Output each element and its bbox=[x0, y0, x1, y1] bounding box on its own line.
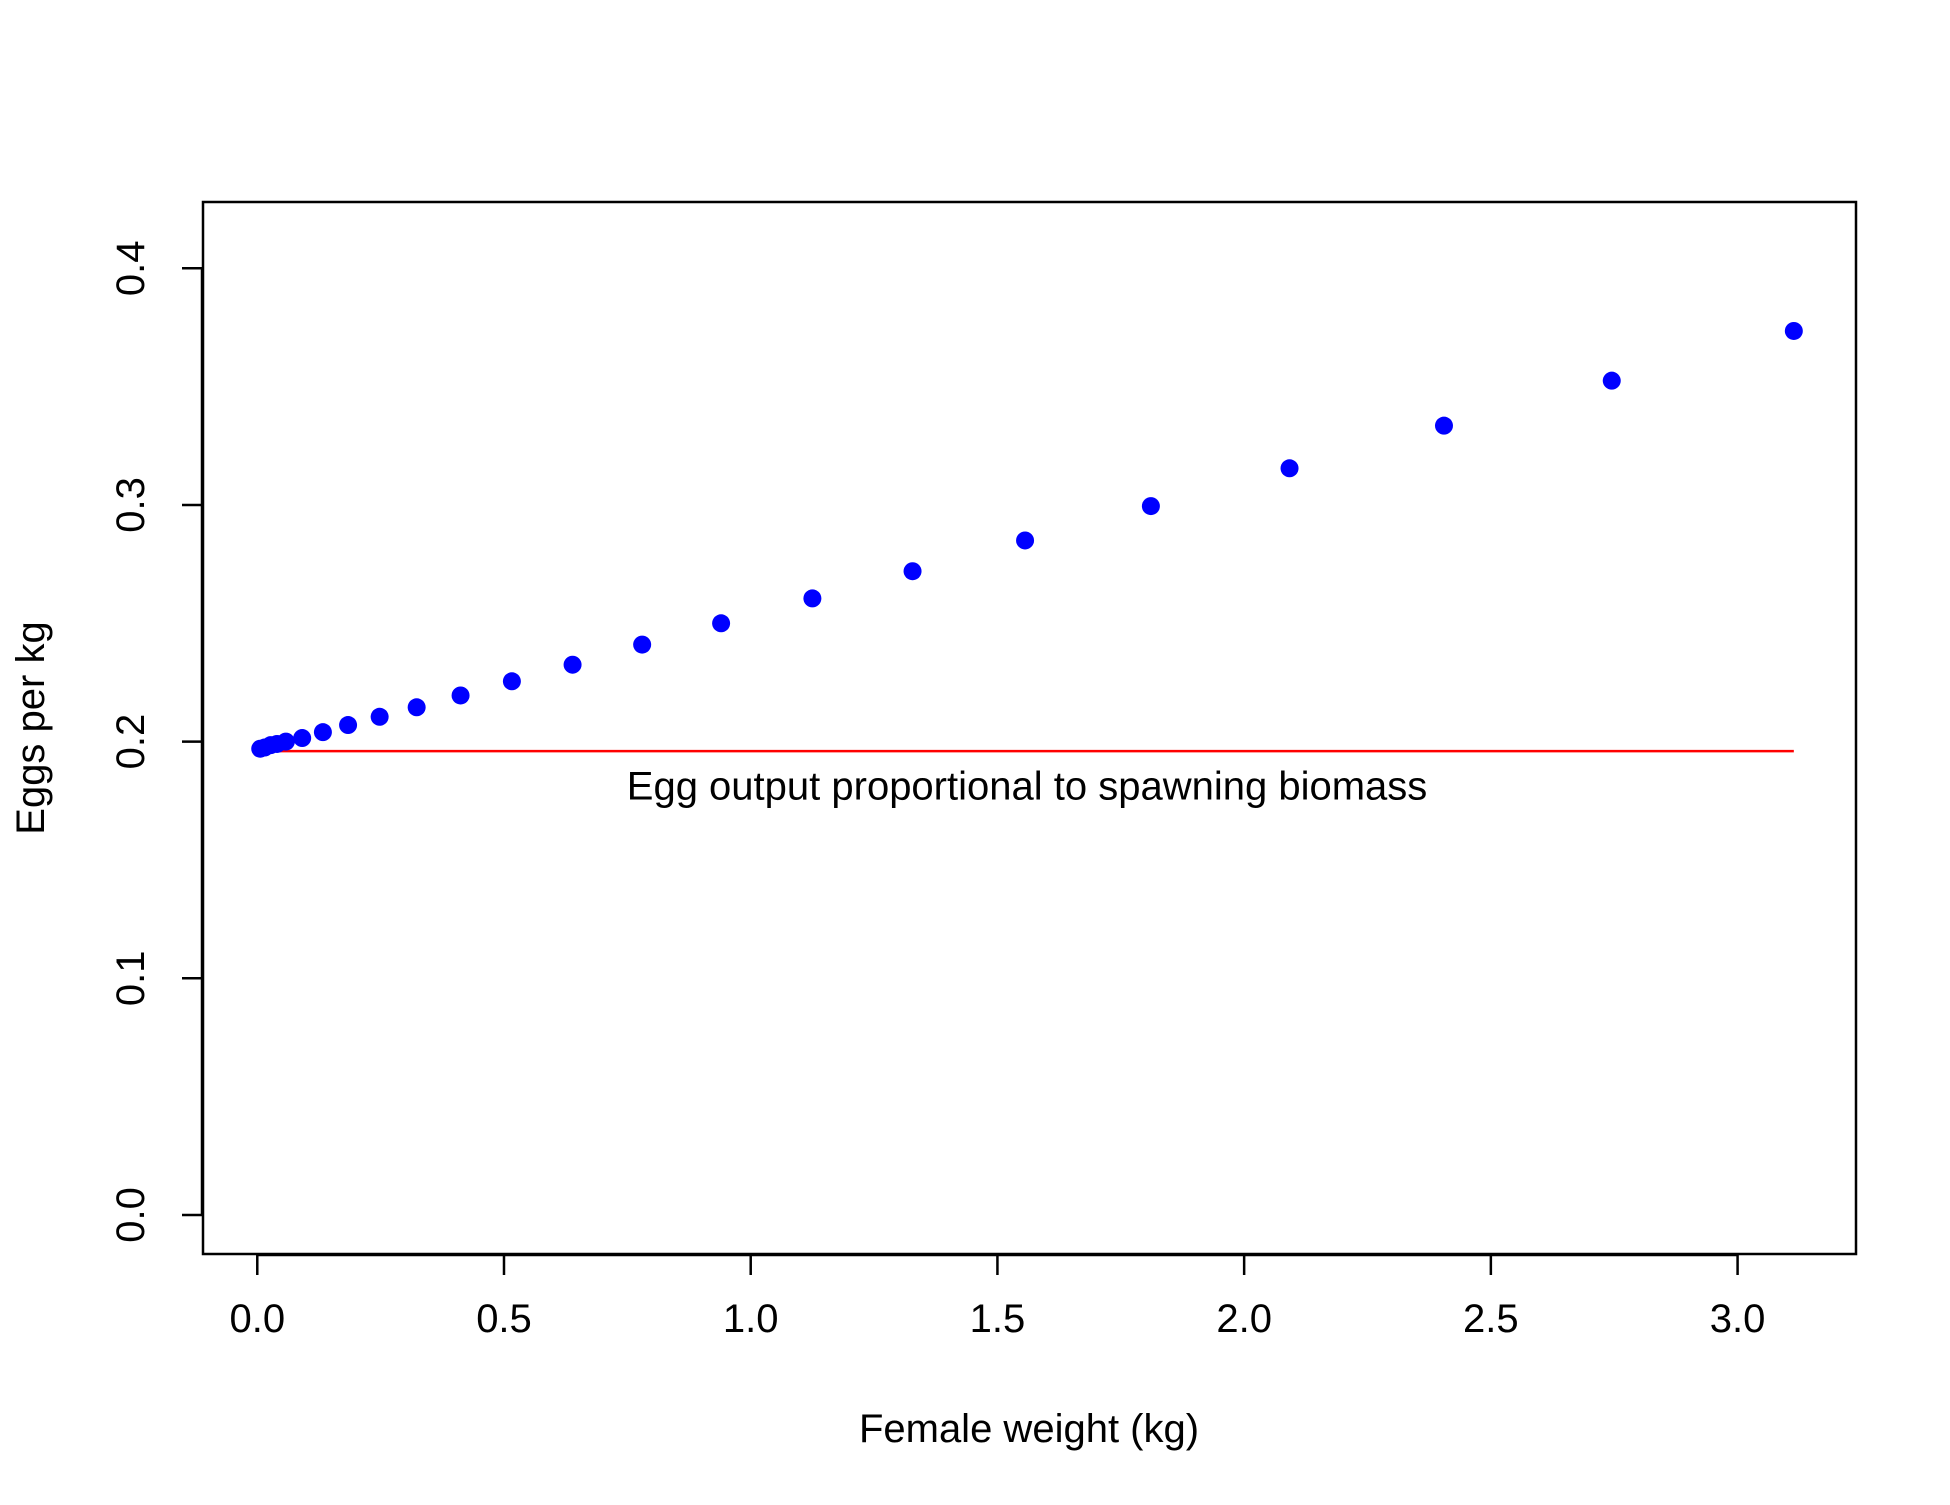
data-point bbox=[370, 707, 389, 726]
x-axis: 0.0 0.5 1.0 1.5 2.0 2.5 3.0 bbox=[229, 1253, 1766, 1341]
x-tick-label: 2.5 bbox=[1463, 1297, 1519, 1341]
data-point bbox=[1280, 459, 1299, 478]
annotations: Egg output proportional to spawning biom… bbox=[627, 765, 1428, 809]
data-point bbox=[1602, 371, 1621, 390]
data-points bbox=[251, 321, 1803, 758]
data-point bbox=[276, 732, 295, 751]
x-tick-label: 3.0 bbox=[1710, 1297, 1766, 1341]
data-point bbox=[803, 589, 822, 608]
y-axis-label: Eggs per kg bbox=[9, 621, 53, 834]
y-tick-label: 0.1 bbox=[109, 950, 153, 1006]
x-tick-label: 0.0 bbox=[229, 1297, 285, 1341]
x-tick-label: 0.5 bbox=[476, 1297, 532, 1341]
annotation-label: Egg output proportional to spawning biom… bbox=[627, 765, 1428, 809]
x-tick-label: 1.0 bbox=[723, 1297, 779, 1341]
data-point bbox=[633, 635, 652, 654]
data-point bbox=[1141, 497, 1160, 516]
y-tick-label: 0.2 bbox=[109, 714, 153, 770]
data-point bbox=[451, 686, 470, 705]
data-point bbox=[502, 672, 521, 691]
y-tick-label: 0.0 bbox=[109, 1187, 153, 1243]
y-tick-label: 0.3 bbox=[109, 477, 153, 533]
x-tick-label: 1.5 bbox=[970, 1297, 1026, 1341]
y-axis: 0.0 0.1 0.2 0.3 0.4 bbox=[109, 240, 204, 1243]
data-point bbox=[313, 723, 332, 742]
data-point bbox=[712, 614, 731, 633]
x-axis-label: Female weight (kg) bbox=[859, 1407, 1199, 1451]
data-point bbox=[293, 729, 312, 748]
plot-frame bbox=[201, 200, 1858, 1256]
x-tick-label: 2.0 bbox=[1216, 1297, 1272, 1341]
data-point bbox=[1784, 321, 1803, 340]
data-point bbox=[339, 716, 358, 735]
data-point bbox=[563, 655, 582, 674]
data-point bbox=[903, 562, 922, 581]
data-point bbox=[1016, 531, 1035, 550]
data-point bbox=[407, 698, 426, 717]
y-tick-label: 0.4 bbox=[109, 240, 153, 296]
data-point bbox=[1434, 416, 1453, 435]
